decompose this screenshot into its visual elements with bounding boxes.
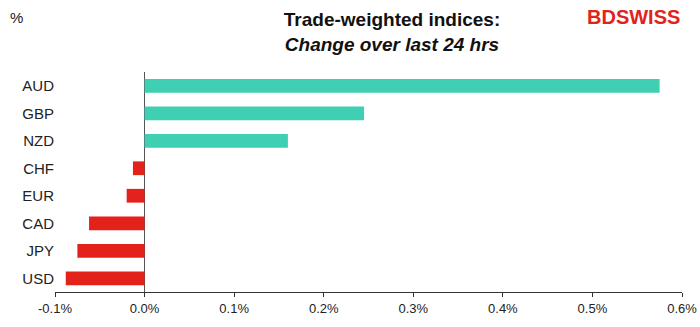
svg-text:GBP: GBP: [22, 105, 54, 122]
svg-text:0.3%: 0.3%: [398, 301, 428, 316]
svg-text:EUR: EUR: [22, 187, 54, 204]
svg-text:0.1%: 0.1%: [219, 301, 249, 316]
svg-text:0.5%: 0.5%: [578, 301, 608, 316]
svg-text:0.2%: 0.2%: [309, 301, 339, 316]
svg-text:BDSWISS: BDSWISS: [587, 6, 680, 28]
svg-text:0.6%: 0.6%: [667, 301, 697, 316]
svg-text:NZD: NZD: [23, 132, 54, 149]
svg-text:0.4%: 0.4%: [488, 301, 518, 316]
svg-text:USD: USD: [22, 270, 54, 287]
svg-text:CAD: CAD: [22, 215, 54, 232]
svg-text:CHF: CHF: [23, 160, 54, 177]
svg-text:AUD: AUD: [22, 77, 54, 94]
svg-text:Trade-weighted indices:Change: Trade-weighted indices:Change over last …: [284, 9, 500, 55]
svg-text:0.0%: 0.0%: [130, 301, 160, 316]
svg-text:%: %: [10, 9, 23, 26]
svg-text:JPY: JPY: [26, 242, 54, 259]
svg-text:-0.1%: -0.1%: [38, 301, 72, 316]
